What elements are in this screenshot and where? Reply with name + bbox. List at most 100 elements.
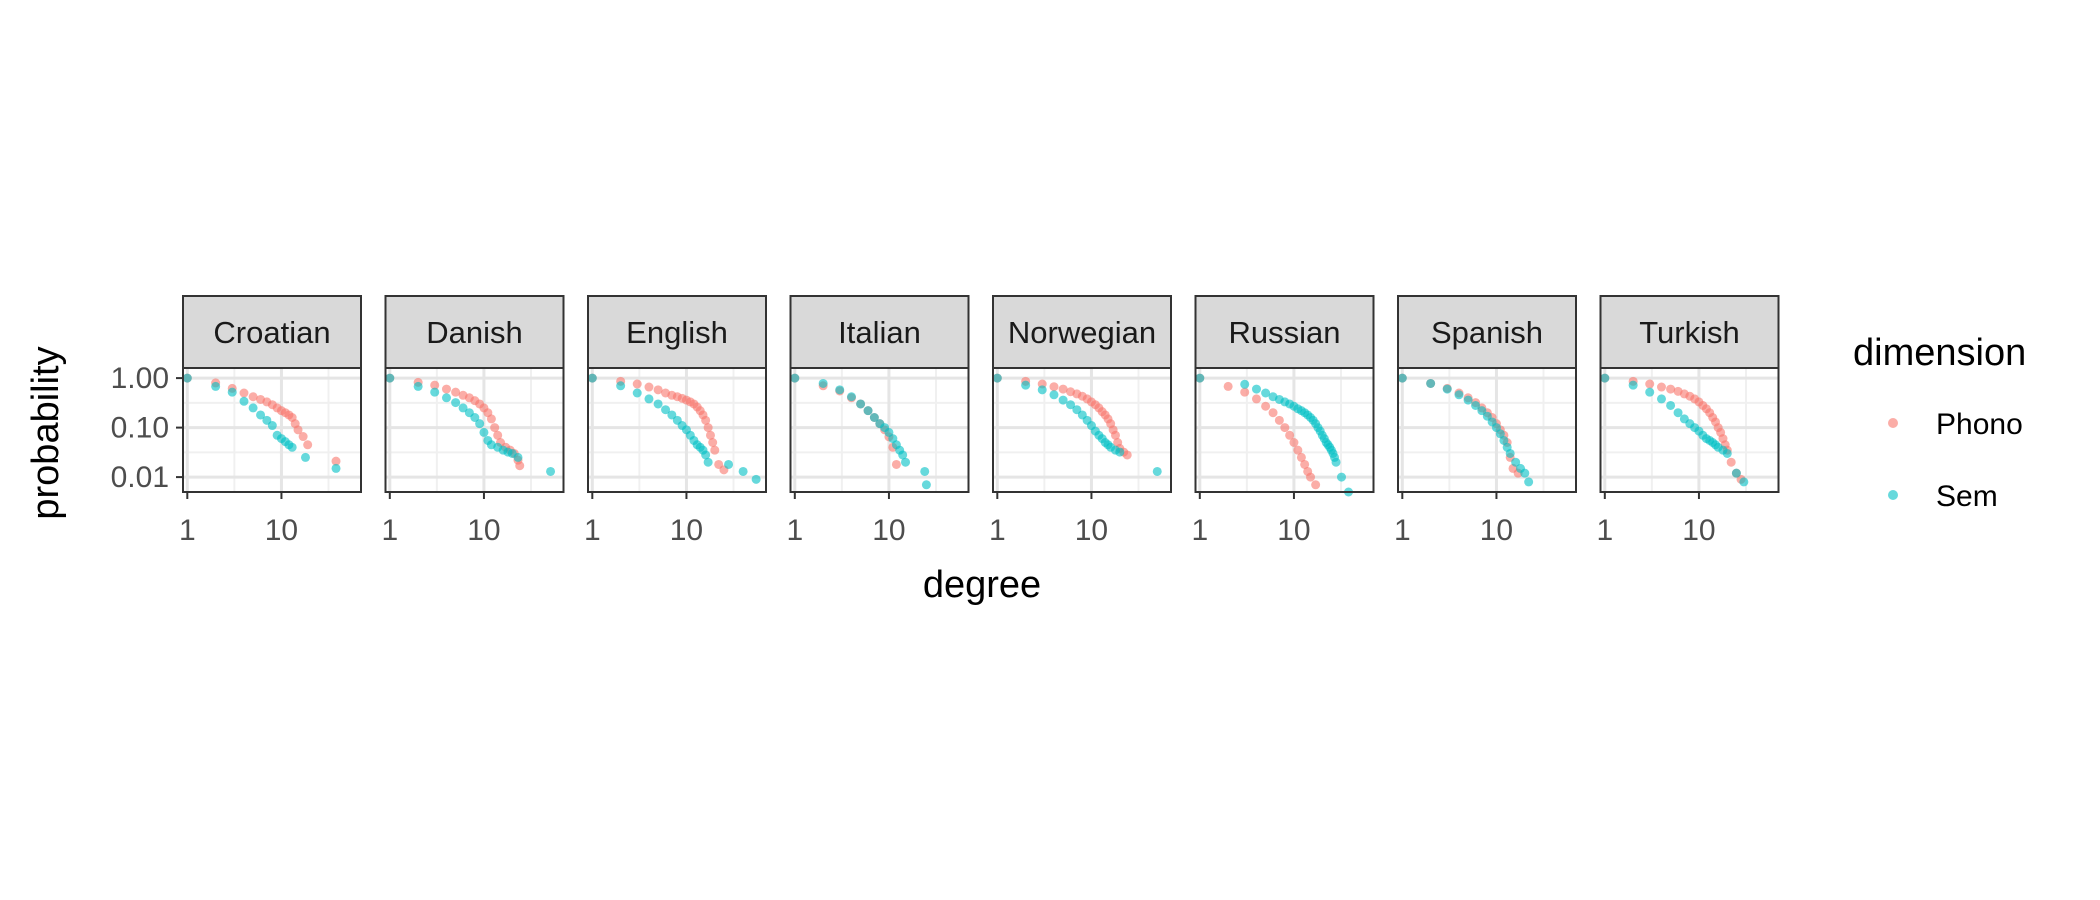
- data-point: [493, 430, 503, 440]
- panel-italian: Italian 1 10: [786, 295, 970, 547]
- data-point: [1731, 468, 1741, 478]
- data-point: [1110, 430, 1120, 440]
- data-point: [546, 466, 556, 476]
- data-point: [441, 393, 451, 403]
- data-point: [1666, 400, 1676, 410]
- data-point: [1058, 395, 1068, 405]
- legend-title: dimension: [1853, 332, 2026, 374]
- data-point: [901, 457, 911, 467]
- data-point: [856, 399, 866, 409]
- data-point: [413, 381, 423, 391]
- data-point: [1645, 387, 1655, 397]
- data-point: [1296, 452, 1306, 462]
- data-point: [1280, 423, 1290, 433]
- data-point: [1251, 384, 1261, 394]
- x-tick-label: 10: [467, 514, 500, 547]
- data-point: [724, 459, 734, 469]
- data-point: [1499, 435, 1509, 445]
- panel-croatian: Croatian 1 10 1.00 0.10 0.01: [111, 295, 362, 547]
- data-point: [239, 388, 249, 398]
- data-point: [710, 445, 720, 455]
- data-point: [701, 415, 711, 425]
- data-point: [451, 387, 461, 397]
- data-point: [587, 373, 597, 383]
- panel-border: [587, 367, 767, 493]
- x-tick-label: 10: [872, 514, 905, 547]
- strip-background: [789, 295, 970, 369]
- data-point: [441, 384, 451, 394]
- data-point: [331, 463, 341, 473]
- strip-label: English: [626, 315, 728, 350]
- data-point: [708, 438, 718, 448]
- data-point: [1463, 395, 1473, 405]
- data-point: [1122, 450, 1132, 460]
- data-point: [891, 459, 901, 469]
- data-point: [661, 405, 671, 415]
- legend-key-sem: [1888, 490, 1898, 500]
- data-point: [1223, 381, 1233, 391]
- data-point: [653, 399, 663, 409]
- strip-background: [1194, 295, 1375, 369]
- data-point: [300, 452, 310, 462]
- data-point: [1049, 390, 1059, 400]
- data-point: [1666, 384, 1676, 394]
- panel-norwegian: Norwegian 1 10: [989, 295, 1172, 547]
- x-tick-label: 10: [265, 514, 298, 547]
- data-point: [1336, 472, 1346, 482]
- x-tick-label: 1: [584, 514, 601, 547]
- data-point: [1505, 448, 1515, 458]
- series-sem: [1600, 373, 1749, 487]
- panel-border: [1599, 367, 1780, 493]
- legend-label-sem: Sem: [1936, 480, 1998, 513]
- data-point: [1274, 415, 1284, 425]
- data-point: [1261, 401, 1271, 411]
- data-point: [818, 378, 828, 388]
- plot-background: [1600, 368, 1779, 492]
- panel-danish: Danish 1 10: [381, 295, 565, 547]
- data-point: [1471, 400, 1481, 410]
- data-point: [1058, 384, 1068, 394]
- x-axis-title: degree: [923, 564, 1041, 606]
- strip-background: [1599, 295, 1780, 369]
- panel-border: [1397, 367, 1577, 493]
- data-point: [1021, 380, 1031, 390]
- data-point: [1195, 373, 1205, 383]
- data-point: [846, 392, 856, 402]
- panel-turkish: Turkish 1 10: [1596, 295, 1780, 547]
- data-point: [490, 423, 500, 433]
- data-point: [869, 412, 879, 422]
- data-point: [248, 403, 258, 413]
- data-point: [451, 398, 461, 408]
- x-tick-label: 10: [1277, 514, 1310, 547]
- strip-label: Croatian: [213, 315, 330, 350]
- data-point: [1511, 457, 1521, 467]
- data-point: [898, 450, 908, 460]
- strip-label: Spanish: [1431, 315, 1543, 350]
- data-point: [1656, 382, 1666, 392]
- panel-spanish: Spanish 1 10: [1394, 295, 1577, 547]
- series-sem: [385, 373, 556, 476]
- data-point: [1397, 373, 1407, 383]
- data-point: [1293, 445, 1303, 455]
- strip-label: Russian: [1229, 315, 1341, 350]
- data-point: [1426, 378, 1436, 388]
- data-point: [430, 380, 440, 390]
- data-point: [256, 410, 266, 420]
- data-point: [1656, 394, 1666, 404]
- series-sem: [587, 373, 761, 484]
- data-point: [1152, 466, 1162, 476]
- data-point: [835, 385, 845, 395]
- data-point: [1726, 457, 1736, 467]
- data-point: [632, 379, 642, 389]
- series-sem: [1397, 373, 1534, 487]
- data-point: [1722, 448, 1732, 458]
- data-point: [211, 381, 221, 391]
- data-point: [790, 373, 800, 383]
- data-point: [1673, 408, 1683, 418]
- x-tick-label: 1: [179, 514, 196, 547]
- data-point: [1306, 472, 1316, 482]
- data-point: [644, 394, 654, 404]
- data-point: [1645, 379, 1655, 389]
- data-point: [287, 442, 297, 452]
